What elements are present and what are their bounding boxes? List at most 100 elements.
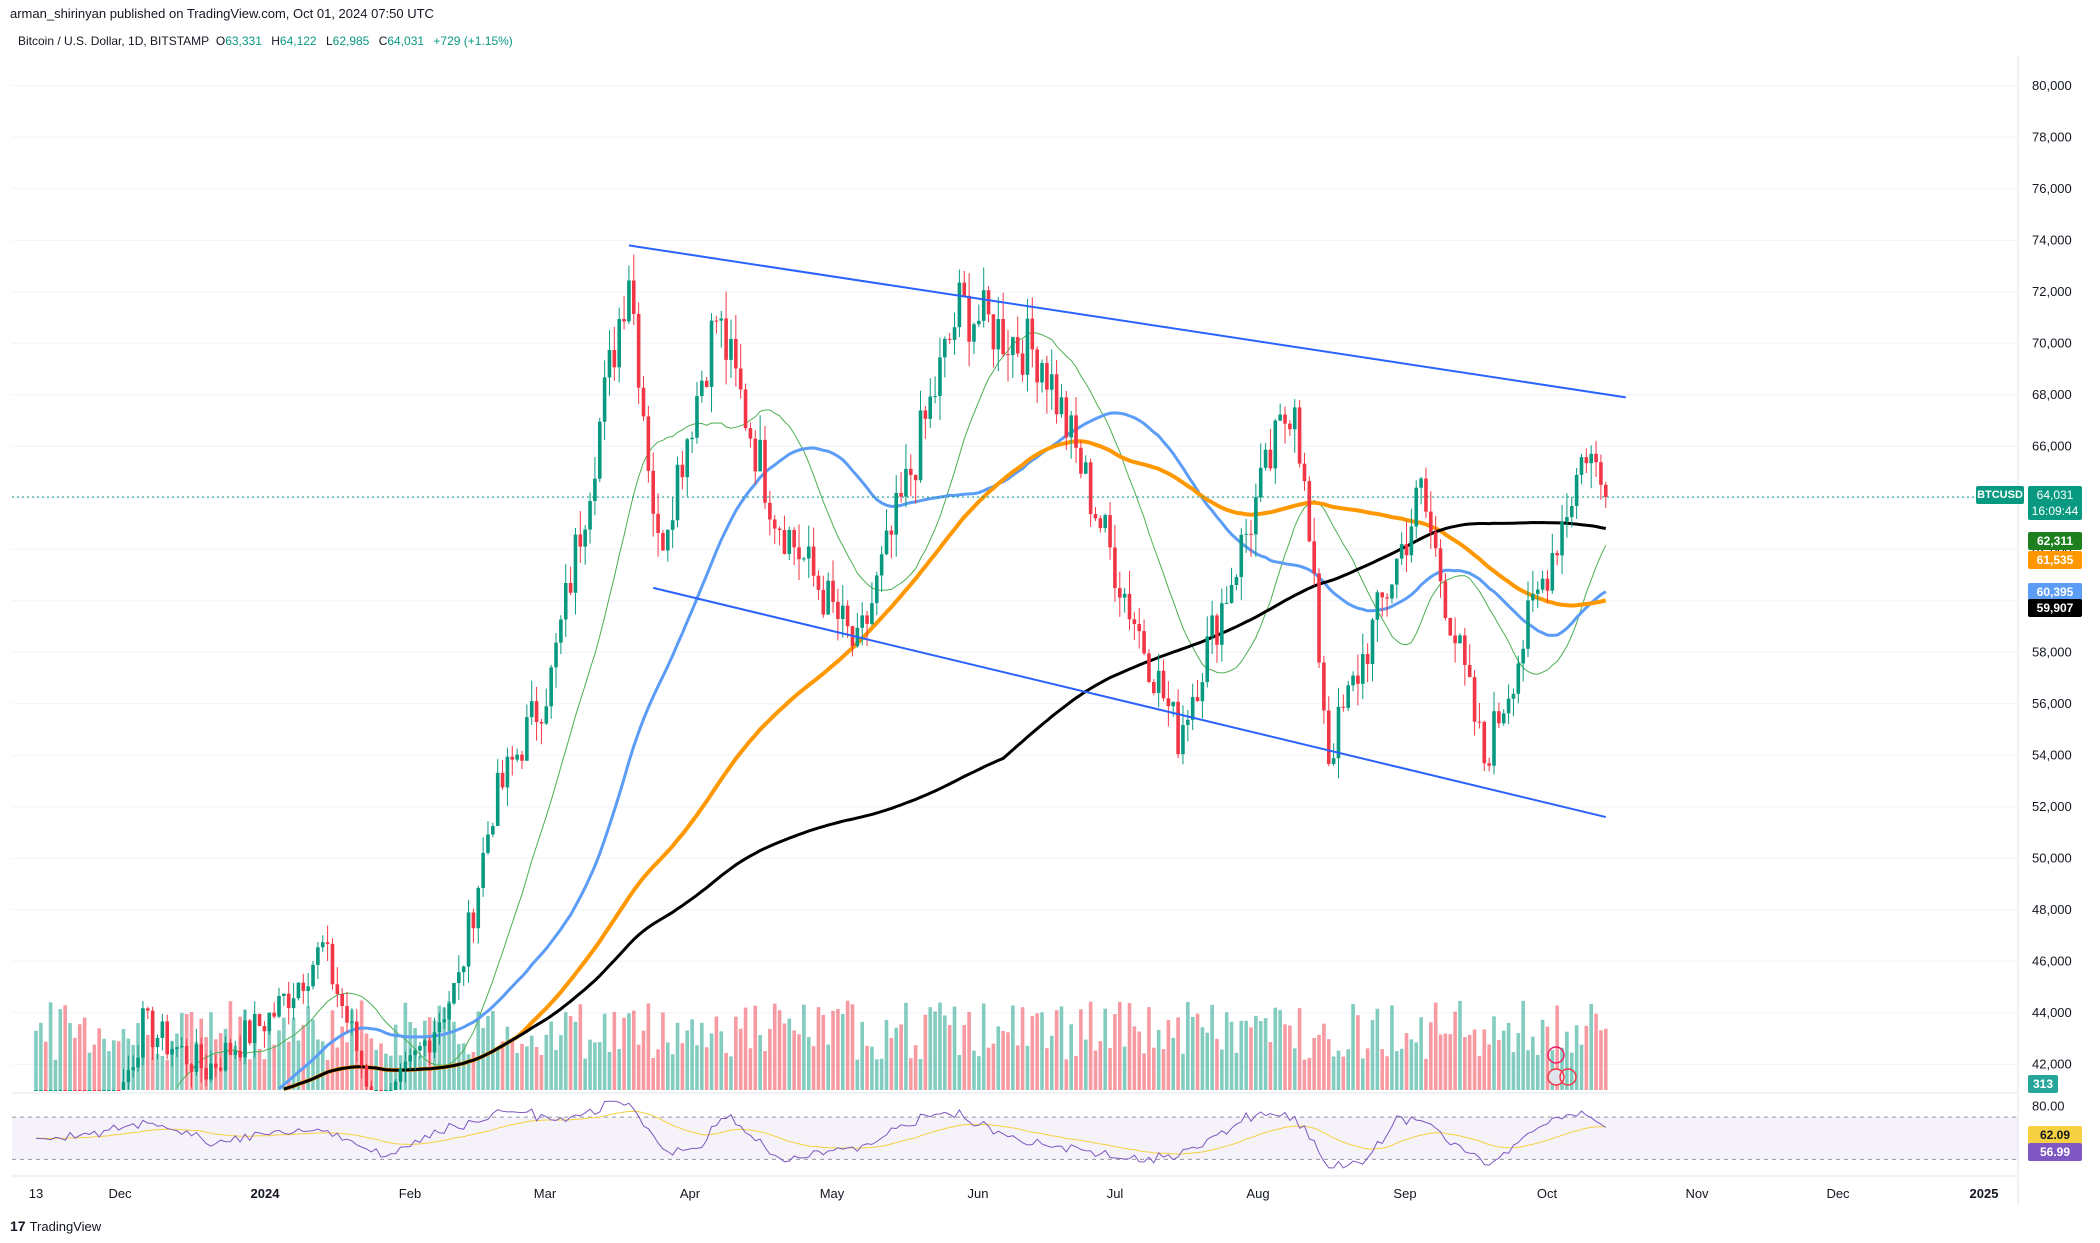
candle-body: [1011, 337, 1015, 355]
candle-body: [1234, 576, 1239, 586]
volume-bar: [1244, 1020, 1248, 1090]
volume-bar: [928, 1007, 933, 1090]
volume-bar: [802, 1004, 806, 1090]
candle-body: [500, 772, 505, 788]
volume-bar: [87, 1052, 92, 1090]
candle-body: [218, 1067, 223, 1071]
candle-body: [1137, 624, 1142, 632]
volume-bar: [1117, 1001, 1122, 1090]
candle-body: [646, 416, 651, 471]
candle-body: [491, 825, 495, 835]
candle-body: [549, 667, 553, 707]
time-tick-label: 2025: [1970, 1186, 1999, 1201]
candle-body: [1220, 603, 1224, 645]
time-axis[interactable]: 13 Dec 2024 Feb Mar Apr May Jun Jul Aug Sep Oct Nov D…: [12, 1175, 2018, 1201]
last-price: 64,031: [2036, 488, 2074, 502]
candle-body: [724, 318, 728, 360]
candle-body: [238, 1050, 242, 1058]
volume-bar: [286, 1041, 291, 1090]
volume-bar: [593, 1042, 597, 1090]
candle-body: [384, 1090, 388, 1091]
volume-bar: [1565, 1031, 1569, 1090]
volume-bar: [588, 1039, 592, 1090]
price-axis[interactable]: 80,000 78,000 76,000 74,000 72,000 70,000 68,0…: [2017, 56, 2072, 1205]
volume-bar: [573, 1021, 578, 1090]
candle-body: [991, 314, 996, 350]
candles[interactable]: [34, 254, 1608, 1091]
volume-bar: [909, 1058, 913, 1090]
volume-bar: [923, 1014, 928, 1090]
candle-body: [583, 529, 587, 547]
candle-body: [772, 519, 777, 529]
candle-body: [899, 492, 903, 497]
candle-body: [719, 318, 724, 321]
candle-body: [461, 966, 466, 973]
volume-bar: [568, 1016, 573, 1090]
volume-bar: [962, 1025, 967, 1090]
candle-body: [1200, 682, 1205, 702]
tradingview-logo[interactable]: 17 TradingView: [10, 1218, 101, 1234]
candle-body: [685, 439, 690, 478]
candle-body: [943, 338, 947, 358]
volume-bar: [1156, 1030, 1161, 1090]
volume-bar: [583, 1058, 587, 1090]
candle-body: [97, 1090, 101, 1091]
candle-body: [515, 754, 519, 760]
countdown: 16:09:44: [2031, 504, 2079, 518]
volume-bar: [481, 1027, 485, 1090]
candle-body: [840, 605, 845, 619]
candle-body: [1307, 481, 1312, 542]
candle-body: [753, 438, 758, 472]
candle-body: [836, 601, 840, 619]
candle-body: [1249, 533, 1253, 535]
candle-body: [641, 387, 646, 417]
volume-bar: [874, 1059, 879, 1090]
volume-bar: [700, 1022, 704, 1090]
volume-bar: [821, 1014, 826, 1090]
candle-body: [1390, 584, 1394, 599]
candle-body: [1064, 397, 1069, 438]
candle-body: [1283, 414, 1287, 424]
candle-body: [510, 756, 515, 760]
volume-bar: [748, 1048, 753, 1090]
volume-bar: [34, 1030, 38, 1090]
candle-body: [1569, 506, 1574, 518]
volume-bar: [622, 1017, 626, 1090]
volume-bar: [1419, 1017, 1423, 1090]
candle-body: [457, 972, 461, 984]
volume-bar: [1341, 1056, 1346, 1090]
volume-bar: [1283, 1024, 1287, 1090]
candle-body: [1205, 636, 1210, 683]
volume-bar: [1288, 1025, 1292, 1090]
candle-body: [1161, 670, 1166, 699]
volume-bar: [461, 1043, 466, 1090]
candle-body: [777, 528, 782, 531]
rsi-pane[interactable]: 80.0040.00: [12, 1092, 2065, 1169]
candle-body: [282, 993, 286, 996]
ma-black-tag: 59,907: [2028, 599, 2082, 617]
volume-bar: [1215, 1038, 1219, 1090]
volume-bar: [534, 1046, 539, 1090]
volume-bar: [1603, 1028, 1608, 1090]
candle-body: [126, 1070, 131, 1083]
volume-bar: [452, 1021, 456, 1090]
candle-body: [53, 1090, 58, 1091]
candle-body: [58, 1090, 63, 1091]
candle-body: [1326, 710, 1331, 764]
volume-bar: [257, 1049, 262, 1090]
candle-body: [145, 1008, 150, 1011]
candle-body: [388, 1090, 393, 1091]
candle-body: [845, 605, 850, 627]
volume-bar: [787, 1018, 792, 1090]
candle-body: [1088, 462, 1093, 515]
candle-body: [1487, 763, 1491, 766]
candle-body: [262, 1026, 267, 1032]
volume-bar: [816, 1007, 821, 1090]
candle-body: [184, 1045, 189, 1065]
price-tick-label: 48,000: [2032, 902, 2072, 917]
volume-bar: [1501, 1030, 1506, 1090]
ma-blue-line: [278, 411, 1607, 1090]
candle-body: [923, 410, 928, 419]
volume-bar: [316, 1039, 320, 1090]
